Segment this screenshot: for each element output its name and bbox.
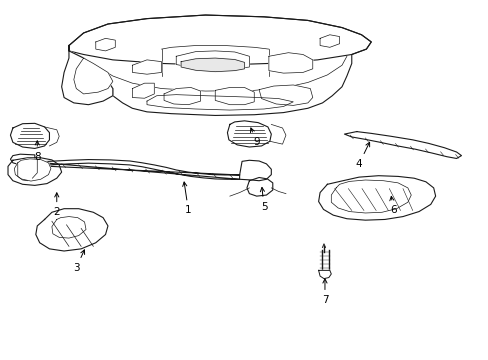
Polygon shape [239, 160, 271, 181]
Polygon shape [96, 39, 115, 51]
Text: 3: 3 [73, 250, 84, 273]
Polygon shape [69, 15, 370, 116]
Polygon shape [163, 87, 200, 105]
Text: 1: 1 [183, 182, 191, 216]
Polygon shape [215, 87, 254, 105]
Polygon shape [330, 180, 410, 213]
Polygon shape [268, 53, 312, 73]
Text: 8: 8 [34, 141, 41, 162]
Polygon shape [36, 209, 108, 251]
Polygon shape [10, 123, 49, 148]
Polygon shape [181, 58, 244, 72]
Text: 2: 2 [53, 193, 60, 217]
Polygon shape [132, 83, 154, 98]
Polygon shape [61, 45, 113, 105]
Polygon shape [259, 85, 312, 105]
Polygon shape [14, 159, 51, 181]
Polygon shape [74, 58, 113, 94]
Polygon shape [132, 60, 161, 74]
Polygon shape [52, 217, 86, 238]
Polygon shape [176, 51, 249, 69]
Polygon shape [69, 15, 370, 65]
Polygon shape [344, 132, 461, 158]
Text: 9: 9 [250, 128, 260, 147]
Polygon shape [35, 159, 239, 179]
Text: 5: 5 [260, 188, 267, 212]
Polygon shape [320, 35, 339, 47]
Polygon shape [147, 95, 293, 110]
Polygon shape [10, 154, 35, 166]
Polygon shape [318, 176, 435, 220]
Polygon shape [318, 270, 330, 279]
Polygon shape [246, 177, 272, 196]
Polygon shape [8, 158, 61, 185]
Text: 7: 7 [321, 279, 327, 305]
Text: 6: 6 [389, 196, 396, 216]
Text: 4: 4 [355, 142, 369, 169]
Polygon shape [227, 121, 271, 147]
